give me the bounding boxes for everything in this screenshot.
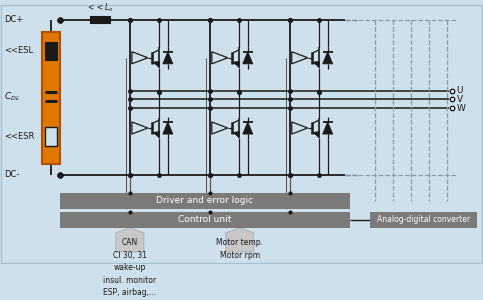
Polygon shape xyxy=(163,52,173,64)
Text: $<<L_o$: $<<L_o$ xyxy=(86,1,114,13)
Text: Motor temp.
Motor rpm: Motor temp. Motor rpm xyxy=(216,238,263,260)
Polygon shape xyxy=(292,122,308,134)
Polygon shape xyxy=(212,122,228,134)
Polygon shape xyxy=(226,228,254,252)
Bar xyxy=(45,127,57,146)
Text: CAN
CI 30, 31
wake-up
insul. monitor
ESP, airbag,...: CAN CI 30, 31 wake-up insul. monitor ESP… xyxy=(103,238,156,297)
Polygon shape xyxy=(243,122,253,134)
Text: W: W xyxy=(456,103,466,112)
Polygon shape xyxy=(313,61,320,67)
Polygon shape xyxy=(116,228,144,252)
Polygon shape xyxy=(243,52,253,64)
Polygon shape xyxy=(323,52,333,64)
Text: DC+: DC+ xyxy=(4,15,23,24)
Bar xyxy=(42,32,60,164)
Text: Analog-digital converter: Analog-digital converter xyxy=(377,215,469,224)
Bar xyxy=(369,212,477,228)
Polygon shape xyxy=(132,52,148,64)
Polygon shape xyxy=(212,52,228,64)
Polygon shape xyxy=(154,131,160,137)
Polygon shape xyxy=(154,61,160,67)
Bar xyxy=(45,42,57,59)
Polygon shape xyxy=(313,131,320,137)
Text: V: V xyxy=(456,95,463,104)
Text: <<ESR: <<ESR xyxy=(4,132,34,141)
Text: Control unit: Control unit xyxy=(178,215,231,224)
Polygon shape xyxy=(234,61,240,67)
Text: <<ESL: <<ESL xyxy=(4,46,33,55)
Polygon shape xyxy=(292,52,308,64)
Polygon shape xyxy=(323,122,333,134)
Bar xyxy=(60,212,350,228)
Text: U: U xyxy=(456,86,463,95)
Polygon shape xyxy=(234,131,240,137)
Text: $C_{DL}$: $C_{DL}$ xyxy=(4,91,20,103)
Text: DC-: DC- xyxy=(4,170,19,179)
Polygon shape xyxy=(163,122,173,134)
Bar xyxy=(90,16,110,23)
Text: Driver and error logic: Driver and error logic xyxy=(156,196,254,205)
Polygon shape xyxy=(132,122,148,134)
Bar xyxy=(60,193,350,208)
